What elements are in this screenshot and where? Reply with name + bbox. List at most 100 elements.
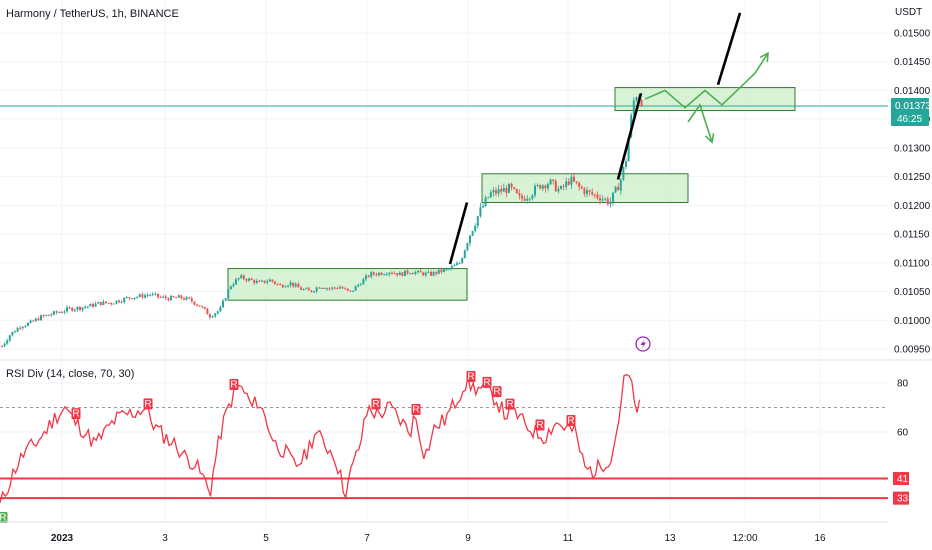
candle-body [500, 189, 503, 192]
svg-text:41: 41 [897, 474, 909, 485]
candle-body [510, 183, 513, 188]
candle-body [227, 289, 230, 299]
candle-body [640, 100, 643, 106]
candle-body [305, 288, 308, 290]
price-tick-label: 0.01150 [894, 230, 930, 241]
candle-body [474, 225, 477, 232]
candle-body [484, 197, 487, 206]
impulse-line [716, 12, 742, 86]
candle-body [492, 190, 495, 193]
candle-body [625, 161, 627, 168]
consolidation-zones [227, 87, 796, 301]
candle-body [92, 303, 94, 307]
candle-body [346, 288, 349, 291]
candle-body [385, 274, 388, 276]
candle-body [518, 193, 521, 196]
candle-body [219, 307, 222, 312]
candle-body [497, 189, 500, 194]
candle-body [141, 294, 144, 298]
price-axis-ticks: 0.015000.014500.014000.013500.013000.012… [894, 29, 931, 356]
candle-body [365, 275, 367, 280]
bearish-divergence-marker [566, 415, 576, 427]
candle-body [45, 314, 48, 316]
bullish-divergence-marker [0, 512, 8, 523]
rsi-axis-ticks: 80 60 [897, 379, 909, 439]
candle-body [40, 315, 42, 321]
price-pane[interactable] [0, 12, 888, 348]
candle-body [614, 186, 617, 193]
candle-body [263, 280, 266, 283]
candle-body [8, 335, 11, 341]
bearish-divergence-label: R [372, 399, 379, 410]
candle-body [534, 185, 536, 196]
candle-body [469, 235, 471, 244]
price-tick-label: 0.01450 [894, 57, 931, 68]
candle-body [68, 307, 71, 309]
candle-body [427, 271, 430, 273]
rsi-tick-label: 60 [897, 428, 909, 439]
candle-body [541, 185, 544, 189]
candle-body [229, 286, 232, 290]
candle-body [94, 303, 97, 307]
candle-body [170, 296, 172, 301]
bearish-divergence-marker [143, 398, 153, 410]
candle-body [528, 198, 531, 200]
candle-body [297, 283, 300, 288]
candle-body [586, 190, 588, 194]
candle-body [287, 285, 289, 287]
candle-body [266, 281, 269, 283]
candle-body [502, 188, 505, 192]
bar-countdown: 46:25 [897, 114, 922, 125]
impulse-line [448, 202, 469, 265]
bearish-divergence-label: R [144, 399, 151, 410]
time-tick-label: 13 [664, 533, 676, 544]
candle-body [513, 187, 516, 190]
candle-body [627, 137, 630, 162]
time-axis[interactable]: 2023 3 5 7 9 11 13 12:00 16 [51, 533, 826, 544]
candle-body [190, 298, 193, 302]
rsi-axis[interactable]: 80 60 41 33 [893, 379, 909, 505]
candle-body [89, 303, 92, 307]
candle-body [430, 271, 432, 276]
candle-body [50, 314, 53, 316]
candle-body [162, 296, 165, 298]
candle-body [110, 303, 113, 305]
candle-body [66, 307, 68, 312]
candle-body [328, 288, 331, 290]
candle-body [99, 302, 102, 305]
candle-body [245, 279, 248, 281]
candle-body [149, 294, 152, 296]
candle-body [315, 287, 318, 292]
bearish-divergence-label: R [483, 377, 490, 388]
projection-path-up [644, 52, 769, 109]
chart-title: Harmony / TetherUS, 1h, BINANCE [6, 8, 179, 20]
candle-body [292, 282, 295, 287]
candle-body [24, 325, 27, 327]
projection-path-down [687, 103, 713, 143]
candle-body [55, 311, 58, 313]
price-axis[interactable]: USDT 0.015000.014500.014000.013500.01300… [891, 7, 932, 356]
candle-body [115, 300, 118, 304]
candle-body [372, 272, 375, 275]
candle-body [336, 288, 339, 290]
bearish-divergence-marker [492, 386, 502, 398]
candle-body [224, 298, 227, 301]
candle-body [73, 309, 76, 311]
candle-body [445, 268, 448, 270]
bearish-divergence-marker [371, 398, 381, 410]
indicator-title: RSI Div (14, close, 70, 30) [6, 368, 134, 380]
candle-body [461, 258, 464, 264]
candle-body [419, 270, 422, 273]
candle-body [21, 326, 24, 329]
candle-body [536, 184, 539, 186]
candle-body [6, 340, 9, 344]
candle-body [172, 296, 175, 298]
impulse-lines [448, 12, 742, 265]
candle-body [242, 275, 245, 280]
candle-body [357, 284, 360, 287]
candle-body [401, 272, 404, 276]
candle-body [258, 280, 261, 282]
lightning-bolt-icon[interactable] [635, 336, 651, 352]
candle-body [63, 311, 66, 313]
